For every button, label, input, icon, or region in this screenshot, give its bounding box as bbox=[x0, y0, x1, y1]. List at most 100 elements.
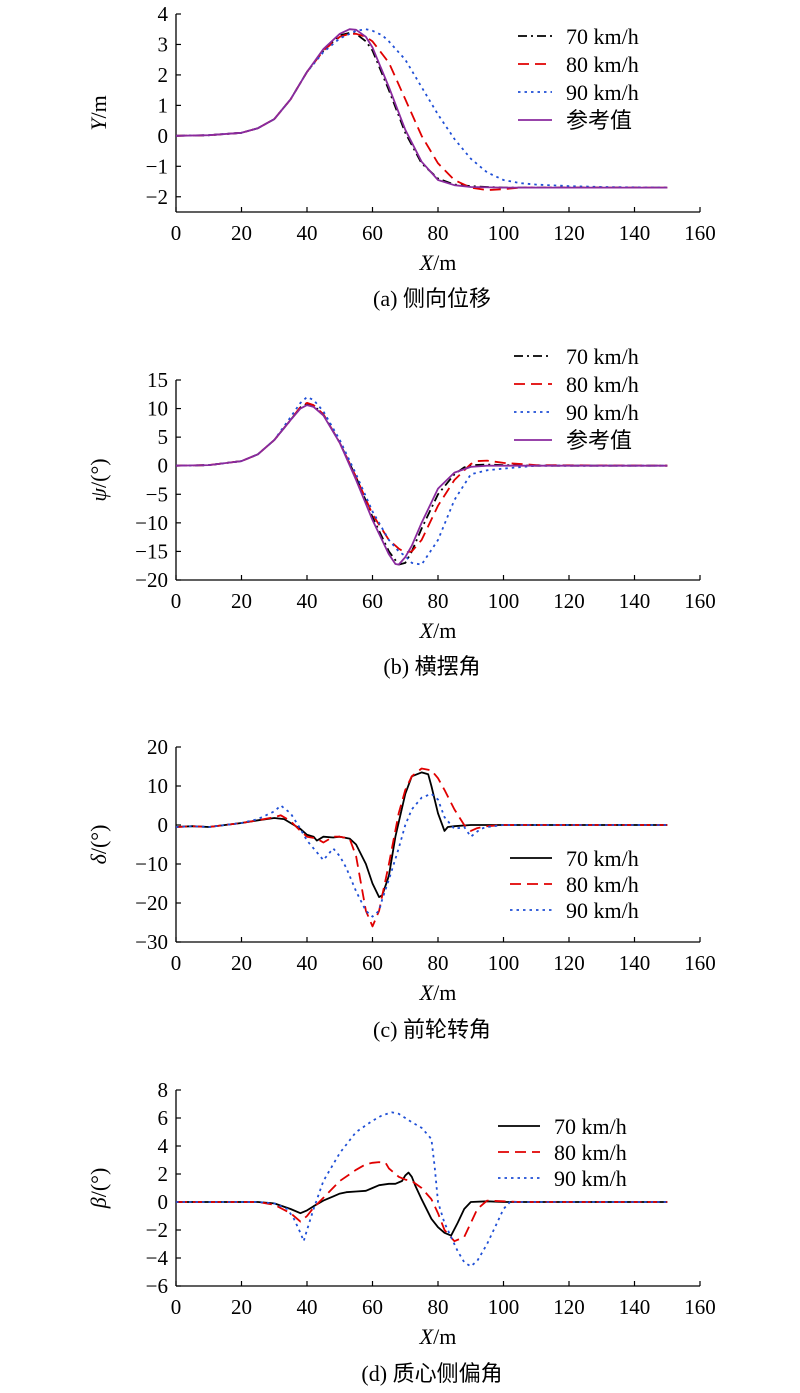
x-tick-label: 20 bbox=[231, 951, 252, 975]
y-tick-label: 3 bbox=[158, 32, 169, 56]
legend-label: 80 km/h bbox=[566, 372, 639, 397]
x-tick-label: 100 bbox=[488, 1295, 520, 1319]
y-tick-label: 1 bbox=[158, 93, 169, 117]
legend-label: 80 km/h bbox=[566, 52, 639, 77]
x-tick-label: 60 bbox=[362, 589, 383, 613]
y-axis-title: ψ/(°) bbox=[86, 458, 111, 501]
x-tick-label: 20 bbox=[231, 221, 252, 245]
chart-caption: (a) 侧向位移 bbox=[373, 286, 491, 311]
y-axis-title: β/(°) bbox=[86, 1168, 111, 1210]
y-axis-title: Y/m bbox=[86, 95, 111, 130]
x-axis-title: X/m bbox=[419, 980, 457, 1005]
legend-label: 90 km/h bbox=[566, 898, 639, 923]
y-tick-label: 5 bbox=[158, 425, 169, 449]
y-tick-label: 2 bbox=[158, 1162, 169, 1186]
x-tick-label: 40 bbox=[297, 589, 318, 613]
x-tick-label: 80 bbox=[428, 951, 449, 975]
y-tick-label: −4 bbox=[146, 1246, 169, 1270]
x-tick-label: 0 bbox=[171, 589, 182, 613]
y-tick-label: 8 bbox=[158, 1078, 169, 1102]
series-line-4 bbox=[175, 404, 668, 566]
y-tick-label: −20 bbox=[135, 568, 168, 592]
legend-label: 70 km/h bbox=[554, 1114, 627, 1139]
series-line-2 bbox=[176, 1161, 668, 1243]
x-tick-label: 0 bbox=[171, 951, 182, 975]
series-line-2 bbox=[175, 32, 668, 192]
legend-label: 80 km/h bbox=[554, 1140, 627, 1165]
y-tick-label: 4 bbox=[158, 2, 169, 26]
x-tick-label: 140 bbox=[619, 1295, 651, 1319]
y-tick-label: 4 bbox=[158, 1134, 169, 1158]
x-tick-label: 100 bbox=[488, 951, 520, 975]
x-tick-label: 140 bbox=[619, 589, 651, 613]
legend: 70 km/h 80 km/h 90 km/h 参考值 bbox=[514, 344, 639, 453]
legend: 70 km/h80 km/h90 km/h bbox=[498, 1114, 627, 1191]
x-tick-label: 160 bbox=[684, 1295, 716, 1319]
y-tick-label: 0 bbox=[158, 1190, 169, 1214]
x-tick-label: 120 bbox=[553, 221, 585, 245]
y-tick-label: −10 bbox=[135, 511, 168, 535]
x-tick-label: 40 bbox=[297, 951, 318, 975]
y-tick-label: −2 bbox=[146, 1218, 168, 1242]
x-tick-label: 20 bbox=[231, 589, 252, 613]
series-line-4 bbox=[175, 28, 668, 189]
x-tick-label: 120 bbox=[553, 951, 585, 975]
x-tick-label: 40 bbox=[297, 221, 318, 245]
x-axis-title: X/m bbox=[419, 1324, 457, 1349]
x-tick-label: 80 bbox=[428, 589, 449, 613]
y-tick-label: 10 bbox=[147, 397, 168, 421]
x-tick-label: 80 bbox=[428, 221, 449, 245]
legend: 70 km/h 80 km/h 90 km/h 参考值 bbox=[518, 24, 639, 133]
legend-label: 80 km/h bbox=[566, 872, 639, 897]
y-tick-label: −6 bbox=[146, 1274, 168, 1298]
y-tick-label: 0 bbox=[158, 813, 169, 837]
y-tick-label: 10 bbox=[147, 774, 168, 798]
x-tick-label: 60 bbox=[362, 1295, 383, 1319]
series-line-1 bbox=[176, 1171, 668, 1237]
chart-caption: (c) 前轮转角 bbox=[373, 1017, 491, 1042]
x-tick-label: 100 bbox=[488, 589, 520, 613]
chart-c: 0 20 40 60 80 100 120 140 160 −30 −20 −10 0 10 20 X/m δ/… bbox=[86, 735, 716, 1042]
legend-label: 90 km/h bbox=[566, 400, 639, 425]
y-axis-title: δ/(°) bbox=[86, 825, 111, 865]
y-tick-label: −20 bbox=[135, 891, 168, 915]
series-line-3 bbox=[175, 792, 668, 918]
x-tick-label: 120 bbox=[553, 589, 585, 613]
legend-label: 70 km/h bbox=[566, 846, 639, 871]
y-tick-label: −30 bbox=[135, 930, 168, 954]
x-tick-label: 160 bbox=[684, 221, 716, 245]
y-tick-label: −5 bbox=[146, 482, 168, 506]
series-line-1 bbox=[175, 771, 668, 898]
legend-label: 参考值 bbox=[566, 428, 632, 453]
x-tick-label: 60 bbox=[362, 221, 383, 245]
chart-caption: (d) 质心侧偏角 bbox=[361, 1361, 502, 1386]
legend: 70 km/h80 km/h90 km/h bbox=[510, 846, 639, 923]
x-axis-title: X/m bbox=[419, 618, 457, 643]
chart-d: 0 20 40 60 80 100 120 140 160 −6 −4 −2 0 2 4 6 8 X/m β/(°)… bbox=[86, 1078, 716, 1386]
y-tick-label: 2 bbox=[158, 63, 169, 87]
y-tick-label: −1 bbox=[146, 154, 168, 178]
x-axis-title: X/m bbox=[419, 250, 457, 275]
y-tick-label: −10 bbox=[135, 852, 168, 876]
chart-a: 0 20 40 60 80 100 120 140 160 −2 −1 0 1 2 3 4 X/m Y/m 70 k… bbox=[86, 2, 716, 311]
x-tick-label: 140 bbox=[619, 221, 651, 245]
x-tick-label: 160 bbox=[684, 589, 716, 613]
x-tick-label: 80 bbox=[428, 1295, 449, 1319]
x-tick-label: 120 bbox=[553, 1295, 585, 1319]
x-tick-label: 0 bbox=[171, 221, 182, 245]
x-tick-label: 20 bbox=[231, 1295, 252, 1319]
x-tick-label: 160 bbox=[684, 951, 716, 975]
y-tick-label: 20 bbox=[147, 735, 168, 759]
x-tick-label: 140 bbox=[619, 951, 651, 975]
y-tick-label: −15 bbox=[135, 539, 168, 563]
y-tick-label: 0 bbox=[158, 124, 169, 148]
y-tick-label: 0 bbox=[158, 454, 169, 478]
chart-caption: (b) 横摆角 bbox=[383, 654, 480, 679]
x-tick-label: 0 bbox=[171, 1295, 182, 1319]
y-tick-label: −2 bbox=[146, 185, 168, 209]
x-tick-label: 100 bbox=[488, 221, 520, 245]
x-tick-label: 60 bbox=[362, 951, 383, 975]
x-tick-label: 40 bbox=[297, 1295, 318, 1319]
chart-b: 0 20 40 60 80 100 120 140 160 −20 −15 −10 −5 0 5 10 15 X/… bbox=[86, 344, 716, 679]
